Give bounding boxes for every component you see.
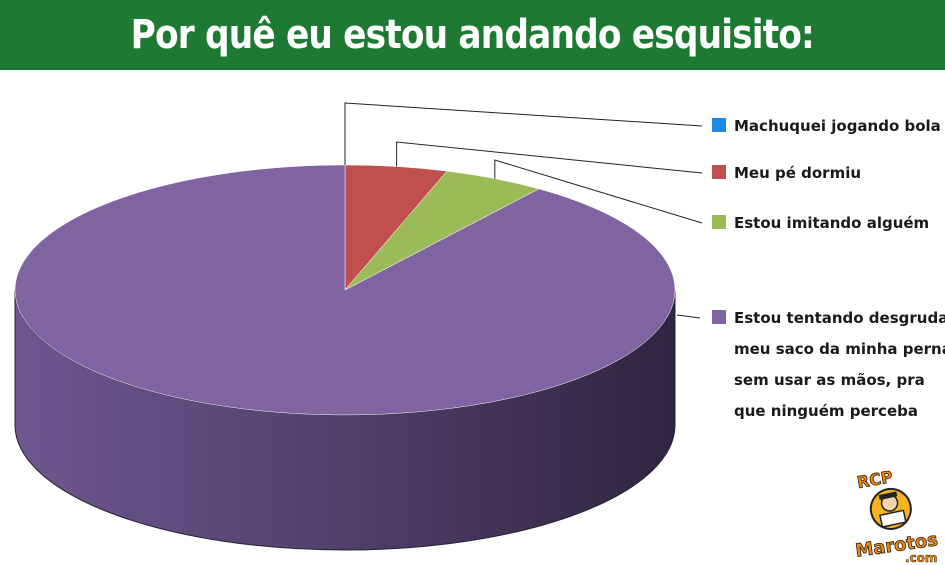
legend-swatch-1 [712, 165, 726, 179]
pie-chart: Machuquei jogando bola Meu pé dormiu Estou… [14, 102, 945, 551]
legend-swatch-3 [712, 310, 726, 324]
legend: Machuquei jogando bola Meu pé dormiu Estou… [712, 117, 945, 420]
legend-label-2: Estou imitando alguém [734, 214, 929, 232]
legend-label-3: Estou tentando desgrudar meu saco da minh… [734, 309, 945, 420]
legend-label-1: Meu pé dormiu [734, 164, 861, 182]
legend-swatch-0 [712, 118, 726, 132]
chart-title: Por quê eu estou andando esquisito: [130, 12, 815, 58]
leader-line-1 [396, 141, 703, 174]
leader-line-2 [494, 159, 703, 224]
chart-title-bar: Por quê eu estou andando esquisito: [0, 0, 945, 70]
leader-line-0 [344, 102, 703, 165]
pie-slice-3 [14, 164, 676, 416]
leader-lines [344, 102, 703, 319]
legend-swatch-2 [712, 215, 726, 229]
legend-label-0: Machuquei jogando bola [734, 117, 941, 135]
leader-line-3 [676, 314, 701, 319]
pie-top-layer [14, 164, 676, 416]
